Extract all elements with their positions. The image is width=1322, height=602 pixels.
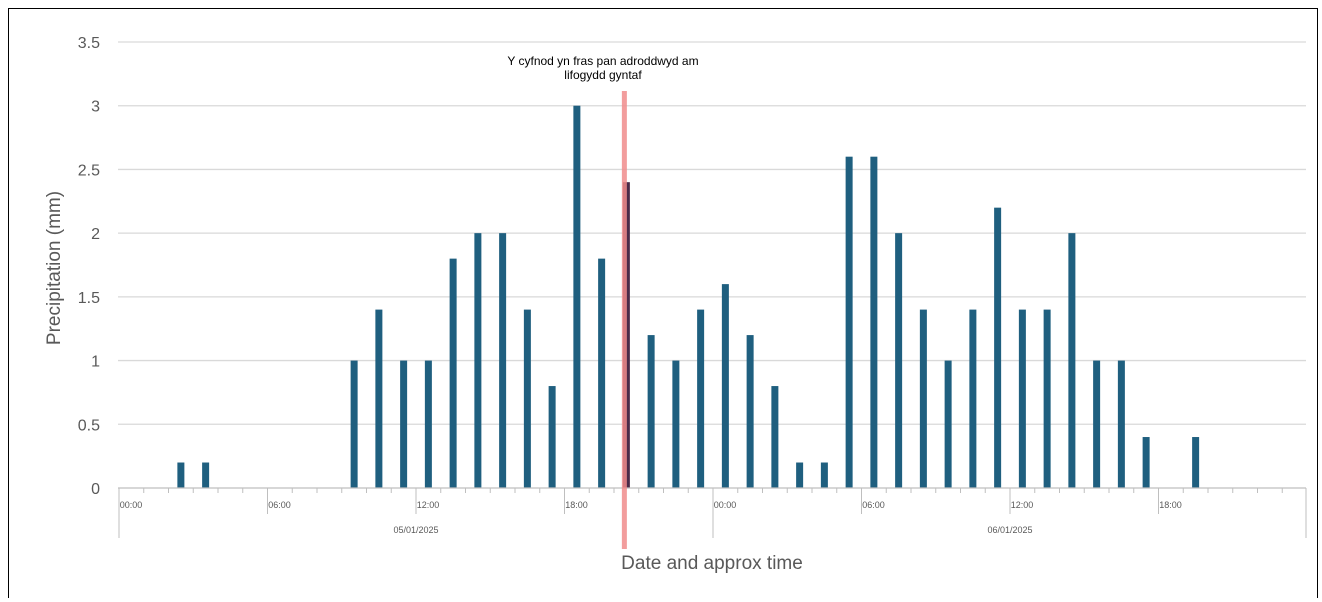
x-date-label: 05/01/2025 — [393, 525, 438, 535]
bar — [895, 233, 903, 488]
bar — [202, 462, 210, 488]
x-time-label: 12:00 — [1011, 500, 1034, 510]
bar — [969, 309, 977, 488]
bar — [1192, 437, 1200, 488]
bar — [796, 462, 804, 488]
y-tick-label: 1 — [91, 354, 100, 371]
bar — [499, 233, 507, 488]
bar — [697, 309, 705, 488]
bar — [400, 360, 408, 488]
y-tick-label: 0 — [91, 481, 100, 498]
bar — [944, 360, 952, 488]
x-time-label: 06:00 — [268, 500, 291, 510]
flood-report-marker — [621, 91, 627, 549]
bar — [548, 386, 556, 488]
y-tick-labels: 0 0.5 1 1.5 2 2.5 3 3.5 — [78, 35, 100, 498]
bar — [177, 462, 185, 488]
x-time-label: 12:00 — [417, 500, 440, 510]
bar — [375, 309, 383, 488]
y-tick-label: 2 — [91, 226, 100, 243]
bar — [573, 105, 581, 488]
bar — [598, 258, 606, 488]
bar — [919, 309, 927, 488]
y-axis-title: Precipitation (mm) — [44, 191, 65, 345]
bar — [1018, 309, 1026, 488]
chart-frame — [8, 8, 1318, 598]
bar — [449, 258, 457, 488]
bar — [672, 360, 680, 488]
x-axis-title: Date and approx time — [621, 553, 803, 574]
bar — [1093, 360, 1101, 488]
bar — [424, 360, 432, 488]
annotation-line-1: Y cyfnod yn fras pan adroddwyd am — [507, 54, 698, 68]
bar — [350, 360, 358, 488]
x-time-label: 06:00 — [862, 500, 885, 510]
bar — [771, 386, 779, 488]
bar — [474, 233, 482, 488]
bar — [1142, 437, 1150, 488]
x-date-label: 06/01/2025 — [987, 525, 1032, 535]
bar — [845, 156, 853, 488]
x-time-label: 00:00 — [714, 500, 737, 510]
bar — [820, 462, 828, 488]
x-time-label: 00:00 — [120, 500, 143, 510]
bar — [1043, 309, 1051, 488]
bar — [870, 156, 878, 488]
x-axis: 00:00 06:00 12:00 18:00 00:00 06:00 12:00 18:00… — [118, 487, 1307, 538]
y-tick-label: 2.5 — [78, 162, 100, 179]
y-tick-label: 3.5 — [78, 35, 100, 52]
x-time-label: 18:00 — [565, 500, 588, 510]
bar — [994, 207, 1002, 488]
annotation-line-2: lifogydd gyntaf — [564, 68, 642, 82]
y-tick-label: 3 — [91, 99, 100, 116]
x-time-label: 18:00 — [1159, 500, 1182, 510]
bar — [721, 284, 729, 488]
bar — [746, 335, 754, 488]
y-tick-label: 1.5 — [78, 290, 100, 307]
bar — [1068, 233, 1076, 488]
marker-line — [621, 91, 627, 549]
gridlines — [118, 41, 1306, 425]
bar — [523, 309, 531, 488]
bar — [647, 335, 655, 488]
bar — [1117, 360, 1125, 488]
y-tick-label: 0.5 — [78, 417, 100, 434]
